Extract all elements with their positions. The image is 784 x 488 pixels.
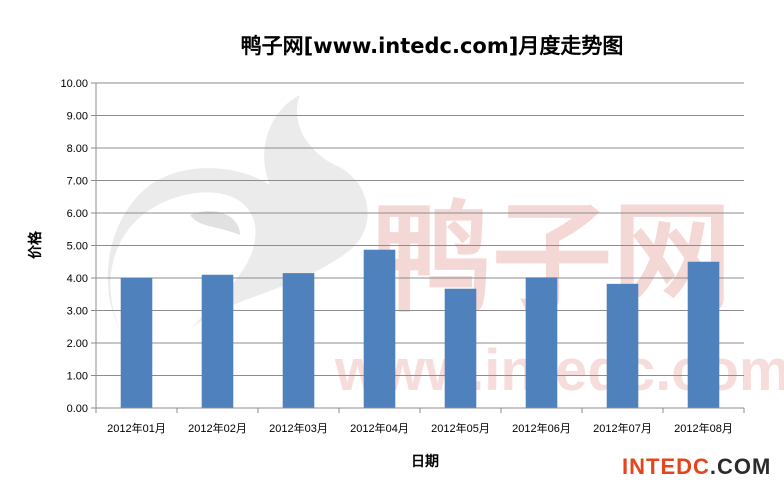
x-tick-label: 2012年06月 [512, 421, 571, 435]
y-tick-label: 0.00 [67, 403, 88, 415]
bar-8 [687, 261, 720, 408]
x-tick-label: 2012年01月 [107, 421, 166, 435]
x-tick-label: 2012年08月 [674, 421, 733, 435]
x-tick-label: 2012年07月 [593, 421, 652, 435]
y-axis-label: 价格 [27, 230, 44, 259]
watermark-logo: 鸭子网 www.intedc.com [107, 95, 784, 403]
bars [120, 249, 720, 408]
brand-main-text: INTEDC [622, 454, 710, 479]
y-tick-label: 3.00 [67, 306, 88, 318]
y-tick-label: 8.00 [67, 143, 88, 155]
y-tick-label: 9.00 [67, 111, 88, 123]
bar-3 [282, 273, 315, 408]
x-tick-label: 2012年04月 [350, 421, 409, 435]
bar-6 [525, 277, 558, 408]
bar-4 [363, 249, 396, 408]
bar-5 [444, 288, 477, 408]
x-tick-label: 2012年05月 [431, 421, 490, 435]
y-tick-label: 4.00 [67, 273, 88, 285]
y-tick-label: 6.00 [67, 208, 88, 220]
x-axis-label: 日期 [411, 454, 439, 470]
chart-title: 鸭子网[www.intedc.com]月度走势图 [241, 34, 624, 58]
y-axis-ticks: 0.00 1.00 2.00 3.00 4.00 5.00 6.00 7.00 8.00 9.00… [60, 78, 96, 415]
bar-1 [120, 277, 153, 408]
x-tick-label: 2012年02月 [188, 421, 247, 435]
bar-2 [201, 274, 234, 408]
brand-suffix-text: .COM [710, 454, 771, 479]
y-tick-label: 2.00 [67, 338, 88, 350]
brand-logo: INTEDC.COM [622, 454, 771, 479]
duck-watermark-icon [107, 95, 368, 330]
y-tick-label: 1.00 [67, 371, 88, 383]
bar-7 [606, 283, 639, 408]
x-tick-label: 2012年03月 [269, 421, 328, 435]
duck-eye-watermark-icon [190, 211, 240, 235]
x-axis-ticks: 2012年01月 2012年02月 2012年03月 2012年04月 2012年05月… [95, 408, 745, 435]
y-tick-label: 5.00 [67, 241, 88, 253]
y-tick-label: 10.00 [60, 78, 88, 90]
y-tick-label: 7.00 [67, 176, 88, 188]
